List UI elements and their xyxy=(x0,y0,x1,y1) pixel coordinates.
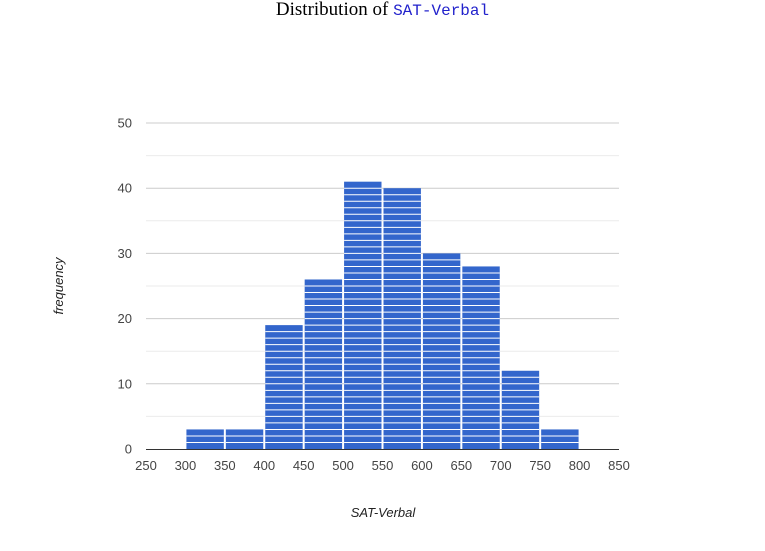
bar-fill xyxy=(541,429,579,449)
y-tick-label: 0 xyxy=(125,442,132,457)
y-axis-title: frequency xyxy=(51,256,66,315)
bar-fill xyxy=(265,325,303,449)
x-tick-label: 400 xyxy=(253,458,275,473)
x-tick-label: 700 xyxy=(490,458,512,473)
x-tick-label: 650 xyxy=(450,458,472,473)
bar-fill xyxy=(186,429,224,449)
x-tick-label: 300 xyxy=(175,458,197,473)
histogram-bar xyxy=(186,429,224,449)
x-axis-title: SAT-Verbal xyxy=(351,505,417,520)
bar-fill xyxy=(344,181,382,449)
x-tick-label: 600 xyxy=(411,458,433,473)
histogram-bar xyxy=(541,429,579,449)
gridlines xyxy=(146,122,619,417)
x-tick-label: 350 xyxy=(214,458,236,473)
chart-title-variable: SAT-Verbal xyxy=(393,2,490,20)
y-tick-label: 30 xyxy=(118,246,132,261)
histogram-bar xyxy=(462,266,500,449)
histogram-bars xyxy=(146,181,619,450)
x-tick-label: 750 xyxy=(529,458,551,473)
chart-title-prefix: Distribution of xyxy=(275,0,394,20)
chart-title: Distribution of SAT-Verbal xyxy=(0,0,765,21)
x-tick-label: 250 xyxy=(135,458,157,473)
x-tick-label: 550 xyxy=(372,458,394,473)
x-tick-label: 450 xyxy=(293,458,315,473)
histogram-bar xyxy=(383,188,421,449)
histogram-bar xyxy=(344,181,382,449)
histogram-bar xyxy=(422,253,461,449)
y-tick-label: 50 xyxy=(118,116,132,131)
histogram-bar xyxy=(265,325,303,449)
histogram-bar xyxy=(501,370,540,449)
y-tick-label: 20 xyxy=(118,311,132,326)
x-tick-label: 800 xyxy=(569,458,591,473)
histogram-bar xyxy=(225,429,264,449)
y-tick-label: 40 xyxy=(118,181,132,196)
x-axis-ticks: 250 300 350 400 450 500 550 600 650 700 750 800 850 xyxy=(135,458,630,473)
y-axis-ticks: 0 10 20 30 40 50 xyxy=(118,116,132,457)
histogram-bar xyxy=(304,279,343,449)
y-tick-label: 10 xyxy=(118,376,132,391)
x-tick-label: 850 xyxy=(608,458,630,473)
x-tick-label: 500 xyxy=(332,458,354,473)
bar-fill xyxy=(225,429,264,449)
